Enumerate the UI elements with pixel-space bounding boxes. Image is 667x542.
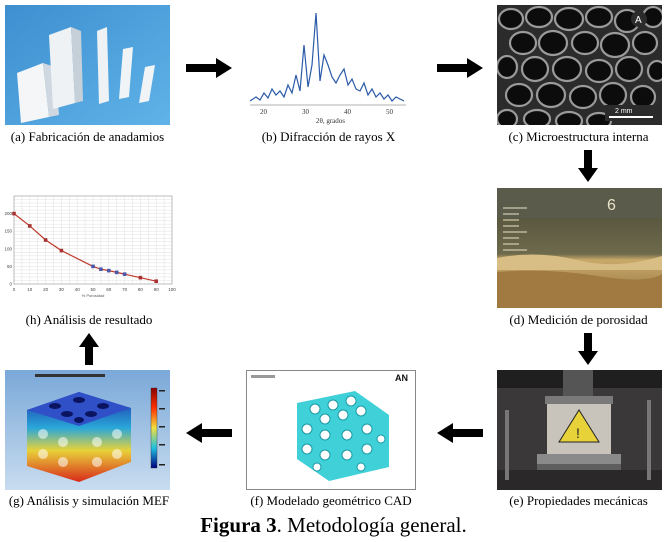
data-point [114, 270, 119, 275]
xrd-tick-50: 50 [386, 108, 394, 116]
porosity-results-chart: 0 10 20 30 40 50 60 70 80 90 100 0 50 100 150 200 % Poro… [4, 195, 176, 298]
caption-a: (a) Fabricación de anadamios [10, 129, 165, 144]
fem-contour-image [5, 370, 170, 490]
caption-e: (e) Propiedades mecánicas [509, 493, 648, 508]
x-tick-label: 100 [168, 287, 176, 292]
caption-b: (b) Difracción de rayos X [261, 129, 396, 144]
plot-frame [13, 195, 173, 285]
xrd-tick-40: 40 [344, 108, 352, 116]
cad-lattice-image: AN [251, 373, 408, 481]
caption-c: (c) Microestructura interna [508, 129, 649, 144]
data-point [43, 238, 48, 242]
arrow-down-icon [578, 150, 598, 182]
data-point [122, 272, 127, 276]
ruler-number: 6 [607, 197, 616, 214]
xrd-tick-30: 30 [302, 108, 310, 116]
x-tick-label: 40 [75, 287, 81, 292]
data-point [12, 211, 16, 216]
y-tick-label: 200 [4, 211, 12, 216]
data-point [107, 268, 111, 273]
figure-label: Figura 3 [200, 513, 277, 537]
x-tick-label: 20 [43, 287, 49, 292]
figure-caption: Figura 3. Metodología general. [0, 512, 667, 538]
y-tick-label: 50 [7, 264, 13, 269]
sem-scale-label: 2 mm [615, 108, 633, 115]
caption-d: (d) Medición de porosidad [509, 312, 648, 327]
panel-porosity-photo: 6 [497, 188, 662, 308]
panel-mechanical-test-photo: ! [497, 370, 662, 490]
panel-fem-simulation [5, 370, 170, 490]
sem-foam-image: A 2 mm [497, 5, 662, 125]
porosity-cylinder-image: 6 [497, 188, 662, 308]
data-point [59, 248, 64, 253]
data-point [91, 264, 95, 269]
sem-letter-label: A [635, 15, 642, 26]
x-tick-label: 30 [59, 287, 65, 292]
arrow-up-icon [79, 333, 99, 365]
compression-test-image: ! [497, 370, 662, 490]
arrow-left-icon [437, 423, 483, 443]
y-tick-label: 100 [4, 246, 12, 251]
data-point [99, 267, 103, 272]
caption-g: (g) Análisis y simulación MEF [8, 493, 170, 508]
scaffold-samples-image [5, 5, 170, 125]
xrd-tick-20: 20 [260, 108, 268, 116]
x-tick-label: 50 [90, 287, 96, 292]
panel-microstructure-sem: A 2 mm [497, 5, 662, 125]
svg-text:!: ! [576, 425, 580, 441]
y-tick-label: 150 [4, 229, 12, 234]
x-tick-label: 80 [138, 287, 144, 292]
figure-text: . Metodología general. [276, 513, 467, 537]
panel-results-chart: 0 10 20 30 40 50 60 70 80 90 100 0 50 100 150 200 % Poro… [0, 188, 178, 306]
arrow-right-icon [437, 58, 483, 78]
x-tick-label: 10 [27, 287, 33, 292]
caption-h: (h) Análisis de resultado [25, 312, 153, 327]
x-tick-label: 60 [106, 287, 112, 292]
y-tick-label: 0 [9, 282, 12, 287]
data-point [28, 224, 32, 228]
panel-fabrication-photo [5, 5, 170, 125]
arrow-down-icon [578, 333, 598, 365]
x-tick-label: 0 [13, 287, 16, 292]
x-tick-label: 90 [154, 287, 160, 292]
ansys-logo: AN [395, 373, 408, 383]
xrd-x-label: 2θ, grados [316, 117, 345, 125]
data-point [138, 275, 143, 280]
x-axis-label: % Porosidad [82, 293, 105, 298]
caption-f: (f) Modelado geométrico CAD [250, 493, 412, 508]
panel-cad-model: AN [246, 370, 416, 490]
x-tick-label: 70 [122, 287, 128, 292]
data-point [154, 279, 158, 283]
panel-xrd-chart: 20 30 40 50 2θ, grados [246, 5, 411, 125]
xrd-diffraction-plot: 20 30 40 50 2θ, grados [249, 12, 406, 125]
arrow-right-icon [186, 58, 232, 78]
arrow-left-icon [186, 423, 232, 443]
